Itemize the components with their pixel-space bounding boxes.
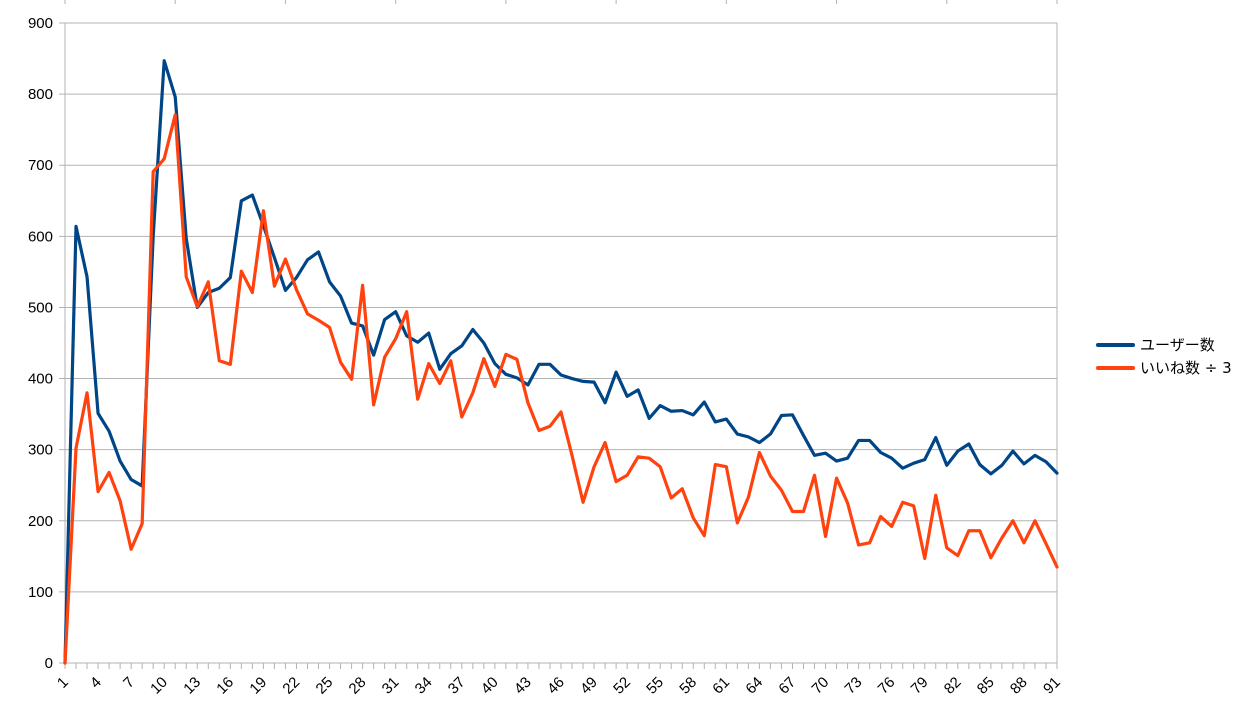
x-tick-label: 49 <box>577 674 601 698</box>
x-tick-label: 70 <box>809 674 833 698</box>
y-tick-label: 800 <box>28 86 53 103</box>
x-tick-label: 67 <box>775 674 799 698</box>
x-tick-label: 40 <box>478 674 502 698</box>
x-tick-label: 85 <box>974 674 998 698</box>
x-tick-label: 16 <box>213 674 237 698</box>
x-tick-label: 43 <box>511 674 535 698</box>
series-line-likes-div-3 <box>63 113 1059 665</box>
x-tick-label: 88 <box>1007 674 1031 698</box>
x-tick-label: 25 <box>313 674 337 698</box>
x-tick-label: 28 <box>346 674 370 698</box>
x-tick-label: 73 <box>842 674 866 698</box>
x-tick-label: 31 <box>379 674 403 698</box>
y-tick-label: 700 <box>28 157 53 174</box>
y-tick-label: 200 <box>28 513 53 530</box>
axes <box>64 0 1058 669</box>
x-tick-label: 46 <box>544 674 568 698</box>
x-tick-label: 7 <box>120 674 138 692</box>
y-axis-tick-labels: 0 100 200 300 400 500 600 700 800 900 <box>28 15 53 672</box>
y-tick-label: 300 <box>28 442 53 459</box>
legend-label-users: ユーザー数 <box>1140 336 1215 354</box>
series-line-users <box>63 59 1059 665</box>
legend-label-likes: いいね数 ÷ 3 <box>1140 359 1232 377</box>
x-axis-tick-labels: 1 4 7 10 13 16 19 22 25 28 31 34 37 40 43 46 49 52 55 58 61 6… <box>54 674 1064 698</box>
x-tick-label: 58 <box>676 674 700 698</box>
x-tick-label: 91 <box>1040 674 1064 698</box>
gridlines <box>59 22 1057 664</box>
x-tick-label: 61 <box>709 674 733 698</box>
legend: ユーザー数 いいね数 ÷ 3 <box>1096 336 1232 377</box>
x-tick-label: 1 <box>54 674 72 692</box>
x-tick-label: 76 <box>875 674 899 698</box>
y-tick-label: 100 <box>28 584 53 601</box>
y-tick-label: 400 <box>28 371 53 388</box>
x-tick-label: 4 <box>87 674 105 692</box>
x-tick-label: 64 <box>742 674 766 698</box>
x-tick-label: 10 <box>147 674 171 698</box>
x-tick-label: 55 <box>643 674 667 698</box>
x-tick-label: 52 <box>610 674 634 698</box>
series-lines <box>63 59 1059 665</box>
x-tick-label: 34 <box>412 674 436 698</box>
y-tick-label: 500 <box>28 299 53 316</box>
x-tick-label: 13 <box>180 674 204 698</box>
y-tick-label: 600 <box>28 228 53 245</box>
x-tick-label: 22 <box>279 674 303 698</box>
x-tick-label: 37 <box>445 674 469 698</box>
y-tick-label: 0 <box>45 655 53 672</box>
y-tick-label: 900 <box>28 15 53 32</box>
x-tick-label: 19 <box>246 674 270 698</box>
x-tick-label: 79 <box>908 674 932 698</box>
x-tick-label: 82 <box>941 674 965 698</box>
